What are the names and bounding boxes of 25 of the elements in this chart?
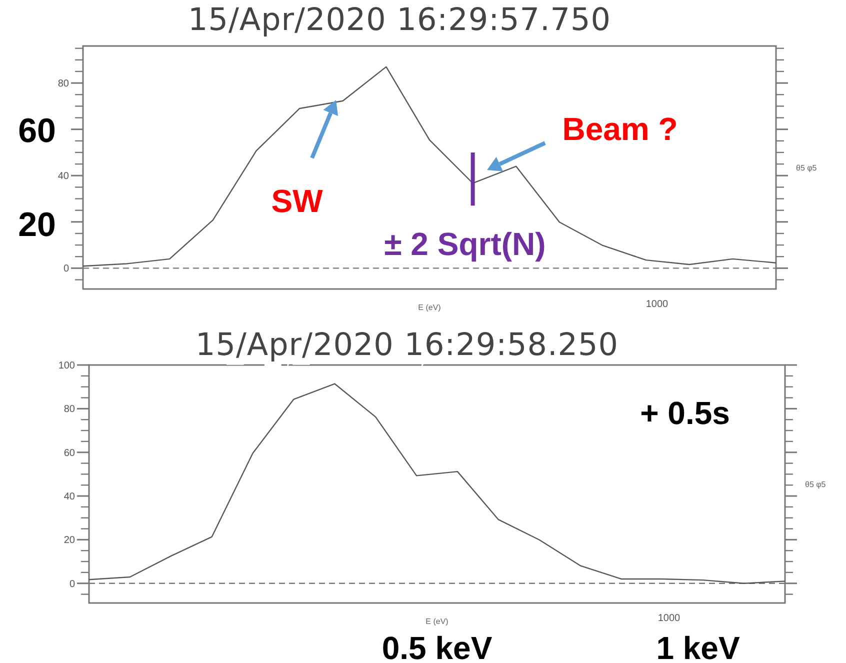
y2-axis-title: θ5 φ5 [805,480,826,489]
line-series [88,383,786,584]
text: 1 keV [656,630,740,663]
y-tick-label: 40 [58,171,70,182]
annotation: SW [271,183,324,219]
y2-axis-title: θ5 φ5 [796,164,818,172]
chart-title: 15/Apr/2020 16:29:58.250 [196,327,618,363]
y-tick-label: 80 [64,404,76,416]
text: 1000 [658,613,681,624]
line-series [82,66,777,267]
y-tick-label: 0 [63,264,70,275]
y-tick-label: 100 [58,360,76,372]
text: 0.5 keV [382,630,493,663]
y-tick-label: 0 [69,578,76,590]
annotation: ± 2 Sqrt(N) [384,226,546,262]
chart-title: 15/Apr/2020 16:29:57.750 [188,2,611,38]
annotation: + 0.5s [640,395,730,431]
x-axis-title: E (eV) [418,303,442,312]
y-tick-label: 20 [64,535,76,546]
y-tick-label: 40 [64,492,76,503]
y-tick-label: 80 [58,78,70,90]
y-tick-label: 60 [64,448,76,459]
x-axis-title: E (eV) [426,617,449,626]
text: 1000 [646,299,669,310]
annotation: Beam ? [562,111,678,147]
